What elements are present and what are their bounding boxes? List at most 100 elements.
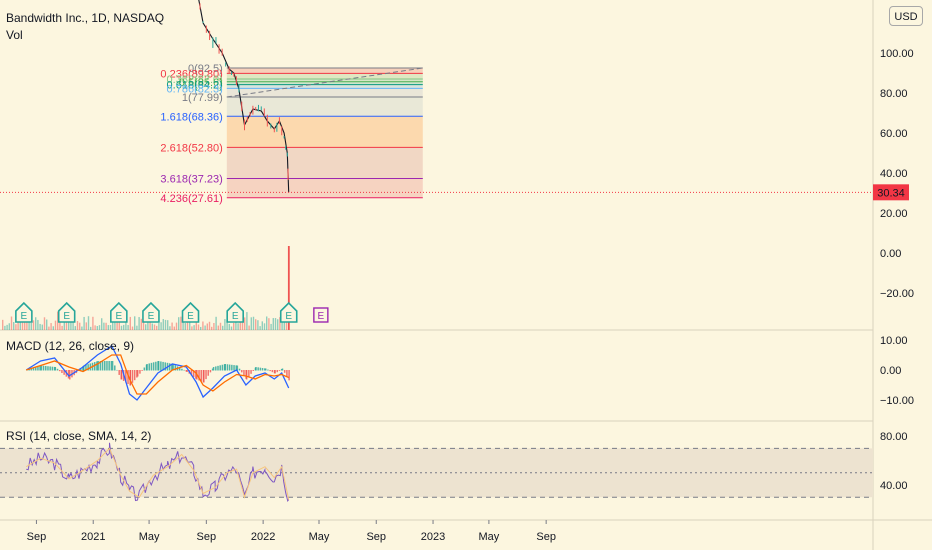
macd-histogram-bar	[261, 368, 264, 371]
volume-bar	[76, 321, 79, 330]
macd-histogram-bar	[61, 370, 63, 373]
rsi-tick-label: 40.00	[880, 480, 908, 492]
macd-histogram-bar	[203, 370, 205, 383]
volume-bar	[279, 317, 281, 330]
macd-histogram-bar	[271, 370, 274, 373]
volume-bar	[131, 326, 134, 330]
fib-label-0: 0(92.5)	[188, 63, 223, 75]
macd-histogram-bar	[233, 365, 235, 371]
volume-bar	[94, 325, 96, 330]
fib-label-0.382: 0.382(87.0)	[167, 74, 223, 86]
volume-bar	[244, 317, 246, 330]
volume-bar	[52, 326, 54, 330]
volume-bar	[68, 317, 70, 330]
macd-histogram-bar	[110, 361, 113, 371]
volume-bar	[37, 319, 39, 330]
volume-bar	[26, 322, 28, 330]
volume-bar	[98, 325, 101, 330]
volume-bar	[259, 326, 261, 330]
macd-histogram-bar	[99, 361, 102, 371]
macd-histogram-bar	[259, 367, 262, 371]
macd-histogram-bar	[34, 367, 37, 371]
volume-bar	[107, 325, 109, 330]
macd-line	[25, 345, 290, 401]
volume-bar	[63, 316, 65, 330]
fib-zone-1.618	[226, 97, 423, 117]
volume-bar	[272, 318, 274, 330]
volume-bar	[270, 323, 272, 330]
macd-histogram-bar	[49, 366, 51, 371]
volume-bar	[70, 319, 72, 330]
volume-bar	[222, 325, 224, 330]
macd-histogram-bar	[82, 365, 85, 371]
x-tick-label: Sep	[197, 531, 217, 543]
macd-histogram-bar	[235, 365, 237, 371]
volume-bar	[105, 322, 107, 330]
volume-bar	[32, 320, 35, 330]
volume-bar	[6, 324, 8, 330]
macd-histogram-bar	[183, 369, 185, 371]
volume-bar	[246, 312, 248, 330]
fib-trend-line	[226, 67, 423, 98]
volume-bar	[15, 324, 17, 330]
volume-bar	[162, 319, 164, 330]
volume-bar	[103, 322, 105, 330]
volume-bar	[175, 322, 178, 330]
macd-histogram-bar	[150, 362, 153, 371]
volume-bar	[147, 318, 149, 330]
volume-bar	[261, 321, 263, 330]
macd-histogram-bar	[215, 366, 217, 371]
macd-histogram-bar	[136, 370, 139, 377]
earnings-marker-label: E	[187, 311, 194, 322]
x-tick-label: Sep	[366, 531, 386, 543]
macd-histogram-bar	[131, 370, 134, 383]
volume-bar	[248, 325, 250, 330]
currency-button[interactable]: USD	[889, 6, 923, 26]
earnings-marker-label: E	[318, 311, 325, 322]
macd-histogram-bar	[139, 370, 141, 374]
macd-histogram-bar	[195, 370, 197, 379]
volume-bar	[72, 320, 74, 330]
fib-zone-3.618	[226, 147, 423, 179]
macd-histogram-bar	[228, 364, 231, 371]
volume-bar	[43, 317, 46, 330]
macd-histogram-bar	[58, 370, 61, 372]
macd-histogram-bar	[278, 370, 281, 371]
fib-label-1: 1(77.99)	[182, 92, 223, 104]
macd-histogram-bar	[82, 366, 84, 371]
earnings-marker-label: E	[21, 311, 28, 322]
fib-extension[interactable]: 0(92.5)0.236(89.80)0.382(87.0)0.5(85.6)0…	[160, 63, 423, 205]
macd-histogram-bar	[192, 370, 195, 378]
macd-histogram-bar	[231, 364, 233, 371]
macd-histogram-bar	[116, 369, 118, 371]
earnings-marker-shape	[110, 301, 128, 323]
macd-histogram-bar	[236, 365, 239, 371]
macd-histogram-bar	[56, 368, 59, 371]
macd-histogram-bar	[280, 369, 283, 371]
volume-bar	[30, 322, 32, 330]
volume-bar	[277, 319, 279, 330]
volume-bar	[48, 326, 50, 330]
fib-label-1.618: 1.618(68.36)	[160, 111, 222, 123]
macd-histogram-bar	[30, 368, 33, 371]
volume-bar	[96, 326, 98, 330]
volume-bar	[35, 317, 37, 330]
earnings-marker: E	[181, 301, 200, 323]
fib-zone-0.786	[226, 84, 423, 89]
volume-bar	[153, 324, 156, 330]
macd-histogram-bar	[97, 361, 99, 371]
macd-histogram-bar	[264, 368, 267, 371]
macd-histogram-bar	[221, 364, 224, 371]
macd-histogram-bar	[146, 364, 148, 371]
volume-bar	[21, 319, 24, 330]
macd-histogram-bar	[178, 367, 181, 371]
macd-histogram-bar	[276, 370, 279, 373]
price-tick-label: 80.00	[880, 88, 908, 100]
macd-histogram-bar	[209, 370, 212, 373]
macd-histogram-bar	[219, 365, 221, 371]
fib-label-2.618: 2.618(52.80)	[160, 142, 222, 154]
macd-histogram-bar	[200, 370, 202, 382]
macd-histogram-bar	[141, 370, 143, 371]
